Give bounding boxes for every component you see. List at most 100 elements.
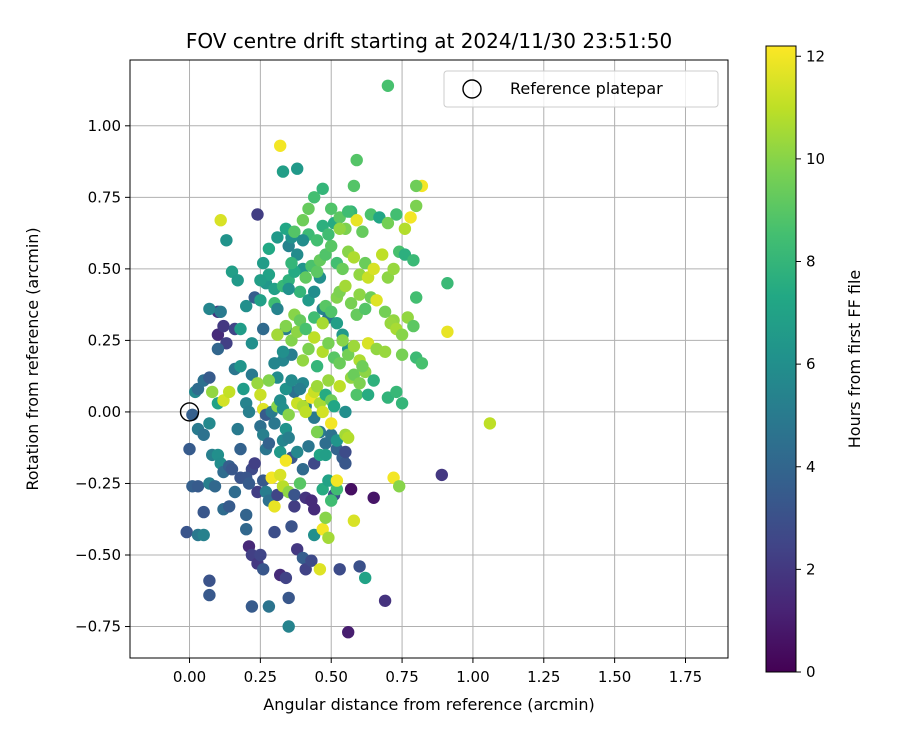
- colorbar-tick-label: 6: [806, 355, 816, 373]
- data-point: [242, 477, 256, 490]
- data-point: [435, 468, 448, 482]
- data-point: [415, 357, 429, 370]
- data-point: [282, 591, 295, 605]
- data-point: [279, 571, 293, 585]
- data-point: [279, 454, 293, 467]
- data-point: [262, 242, 276, 255]
- data-point: [350, 153, 363, 167]
- data-point: [381, 216, 395, 230]
- data-point: [240, 299, 253, 313]
- x-tick-label: 1.25: [527, 668, 560, 686]
- data-point: [313, 563, 327, 576]
- data-point: [302, 202, 315, 215]
- data-point: [319, 511, 332, 524]
- data-point: [336, 334, 349, 347]
- colorbar-tick-label: 12: [806, 47, 825, 65]
- data-point: [322, 531, 335, 544]
- data-point: [271, 302, 284, 316]
- data-point: [370, 294, 383, 307]
- data-point: [350, 388, 363, 401]
- data-point: [203, 588, 216, 602]
- data-point: [245, 600, 259, 613]
- colorbar-ticks: 0 2 4 6 8 10 12: [796, 47, 825, 681]
- data-point: [316, 182, 329, 195]
- data-point: [293, 382, 307, 396]
- data-point: [319, 448, 332, 462]
- data-point: [228, 485, 242, 499]
- data-point: [299, 271, 312, 284]
- x-tick-label: 1.50: [598, 668, 631, 686]
- data-point: [404, 211, 417, 224]
- data-point: [299, 322, 312, 336]
- data-point: [257, 256, 270, 270]
- data-point: [197, 428, 210, 441]
- data-point: [378, 594, 392, 607]
- data-point: [308, 191, 321, 204]
- data-point: [257, 322, 270, 336]
- data-point: [310, 360, 324, 373]
- data-point: [214, 214, 227, 227]
- data-point: [240, 508, 253, 522]
- data-point: [245, 337, 259, 350]
- data-point: [237, 382, 250, 396]
- data-point: [251, 208, 264, 221]
- data-point: [271, 231, 284, 244]
- data-point: [353, 288, 366, 301]
- data-point: [203, 417, 216, 430]
- data-point: [305, 554, 318, 567]
- x-tick-label: 0.75: [385, 668, 418, 686]
- data-point: [310, 234, 324, 247]
- y-tick-label: 0.00: [88, 403, 121, 421]
- data-point: [223, 500, 236, 513]
- data-point: [407, 319, 420, 333]
- y-tick-label: 0.75: [88, 188, 121, 206]
- data-point: [333, 380, 346, 393]
- data-point: [276, 345, 290, 358]
- legend-label-reference: Reference platepar: [510, 79, 663, 98]
- data-point: [336, 262, 349, 276]
- data-point: [291, 162, 304, 175]
- data-point: [203, 574, 216, 587]
- data-point: [308, 285, 321, 298]
- data-point: [282, 408, 295, 421]
- data-point: [310, 425, 324, 439]
- data-point: [296, 354, 310, 367]
- data-point: [350, 214, 363, 227]
- data-point: [285, 256, 298, 270]
- data-point: [441, 277, 454, 290]
- data-point: [376, 248, 389, 261]
- y-tick-label: −0.75: [75, 618, 121, 636]
- y-axis-ticks: −0.75 −0.50 −0.25 0.00 0.25 0.50 0.75 1.00: [75, 117, 130, 636]
- data-point: [302, 440, 315, 453]
- data-point: [293, 285, 307, 298]
- data-point: [330, 483, 344, 496]
- y-tick-label: 0.25: [88, 331, 121, 349]
- legend-marker-reference: [462, 79, 482, 99]
- data-points: [179, 79, 497, 639]
- data-point: [325, 417, 338, 430]
- data-point: [393, 480, 406, 493]
- data-point: [274, 139, 287, 152]
- data-point: [395, 328, 409, 341]
- data-point: [293, 477, 307, 490]
- data-point: [186, 408, 199, 421]
- data-point: [251, 377, 264, 390]
- data-point: [410, 291, 423, 304]
- data-point: [288, 500, 301, 513]
- data-point: [322, 374, 335, 387]
- data-point: [322, 228, 335, 241]
- data-point: [325, 202, 338, 215]
- data-point: [282, 620, 295, 633]
- colorbar-tick-label: 2: [806, 560, 816, 578]
- colorbar-tick-label: 10: [806, 150, 825, 168]
- data-point: [367, 491, 380, 504]
- data-point: [395, 397, 409, 410]
- data-point: [410, 199, 423, 213]
- data-point: [322, 337, 335, 350]
- data-point: [387, 262, 400, 276]
- data-point: [242, 405, 256, 419]
- data-point: [325, 305, 338, 318]
- colorbar-tick-label: 8: [806, 253, 816, 271]
- data-point: [231, 274, 244, 287]
- data-point: [322, 474, 335, 487]
